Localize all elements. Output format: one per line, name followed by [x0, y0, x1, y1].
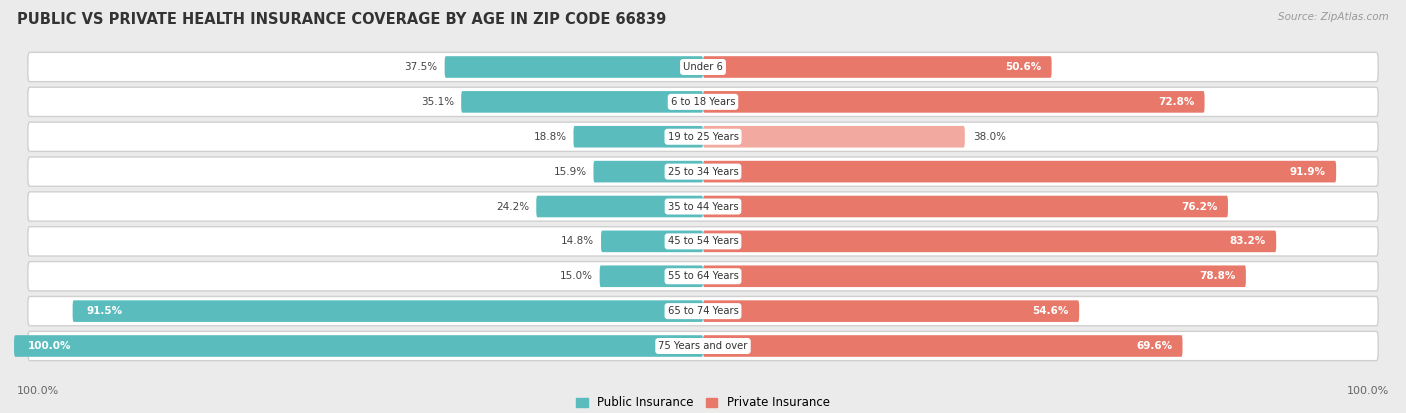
Text: 91.9%: 91.9% [1289, 166, 1326, 177]
FancyBboxPatch shape [703, 266, 1246, 287]
Text: 15.0%: 15.0% [560, 271, 593, 281]
Text: 83.2%: 83.2% [1230, 236, 1265, 247]
FancyBboxPatch shape [599, 266, 703, 287]
FancyBboxPatch shape [28, 157, 1378, 186]
Text: 100.0%: 100.0% [1347, 387, 1389, 396]
FancyBboxPatch shape [703, 300, 1080, 322]
FancyBboxPatch shape [574, 126, 703, 147]
FancyBboxPatch shape [703, 335, 1182, 357]
Text: 45 to 54 Years: 45 to 54 Years [668, 236, 738, 247]
Text: 19 to 25 Years: 19 to 25 Years [668, 132, 738, 142]
FancyBboxPatch shape [703, 126, 965, 147]
Text: 69.6%: 69.6% [1136, 341, 1173, 351]
FancyBboxPatch shape [28, 52, 1378, 82]
FancyBboxPatch shape [703, 230, 1277, 252]
Text: 55 to 64 Years: 55 to 64 Years [668, 271, 738, 281]
FancyBboxPatch shape [600, 230, 703, 252]
Text: 65 to 74 Years: 65 to 74 Years [668, 306, 738, 316]
FancyBboxPatch shape [703, 91, 1205, 113]
FancyBboxPatch shape [28, 227, 1378, 256]
Text: 35.1%: 35.1% [422, 97, 454, 107]
Text: 75 Years and over: 75 Years and over [658, 341, 748, 351]
FancyBboxPatch shape [28, 122, 1378, 152]
FancyBboxPatch shape [28, 297, 1378, 326]
FancyBboxPatch shape [28, 331, 1378, 361]
FancyBboxPatch shape [461, 91, 703, 113]
FancyBboxPatch shape [536, 196, 703, 217]
FancyBboxPatch shape [593, 161, 703, 183]
Text: 72.8%: 72.8% [1157, 97, 1194, 107]
Text: 100.0%: 100.0% [28, 341, 72, 351]
Text: 35 to 44 Years: 35 to 44 Years [668, 202, 738, 211]
Text: 6 to 18 Years: 6 to 18 Years [671, 97, 735, 107]
FancyBboxPatch shape [28, 192, 1378, 221]
FancyBboxPatch shape [14, 335, 703, 357]
Text: 54.6%: 54.6% [1032, 306, 1069, 316]
Text: 78.8%: 78.8% [1199, 271, 1236, 281]
Text: 25 to 34 Years: 25 to 34 Years [668, 166, 738, 177]
FancyBboxPatch shape [703, 196, 1227, 217]
FancyBboxPatch shape [73, 300, 703, 322]
Text: 38.0%: 38.0% [973, 132, 1007, 142]
FancyBboxPatch shape [703, 56, 1052, 78]
Text: Under 6: Under 6 [683, 62, 723, 72]
Text: 76.2%: 76.2% [1181, 202, 1218, 211]
Text: 15.9%: 15.9% [554, 166, 586, 177]
Text: 50.6%: 50.6% [1005, 62, 1042, 72]
FancyBboxPatch shape [28, 87, 1378, 116]
FancyBboxPatch shape [28, 261, 1378, 291]
Text: 100.0%: 100.0% [17, 387, 59, 396]
FancyBboxPatch shape [703, 161, 1336, 183]
Text: Source: ZipAtlas.com: Source: ZipAtlas.com [1278, 12, 1389, 22]
Legend: Public Insurance, Private Insurance: Public Insurance, Private Insurance [571, 392, 835, 413]
Text: 37.5%: 37.5% [405, 62, 437, 72]
Text: 18.8%: 18.8% [533, 132, 567, 142]
FancyBboxPatch shape [444, 56, 703, 78]
Text: PUBLIC VS PRIVATE HEALTH INSURANCE COVERAGE BY AGE IN ZIP CODE 66839: PUBLIC VS PRIVATE HEALTH INSURANCE COVER… [17, 12, 666, 27]
Text: 91.5%: 91.5% [86, 306, 122, 316]
Text: 14.8%: 14.8% [561, 236, 595, 247]
Text: 24.2%: 24.2% [496, 202, 530, 211]
